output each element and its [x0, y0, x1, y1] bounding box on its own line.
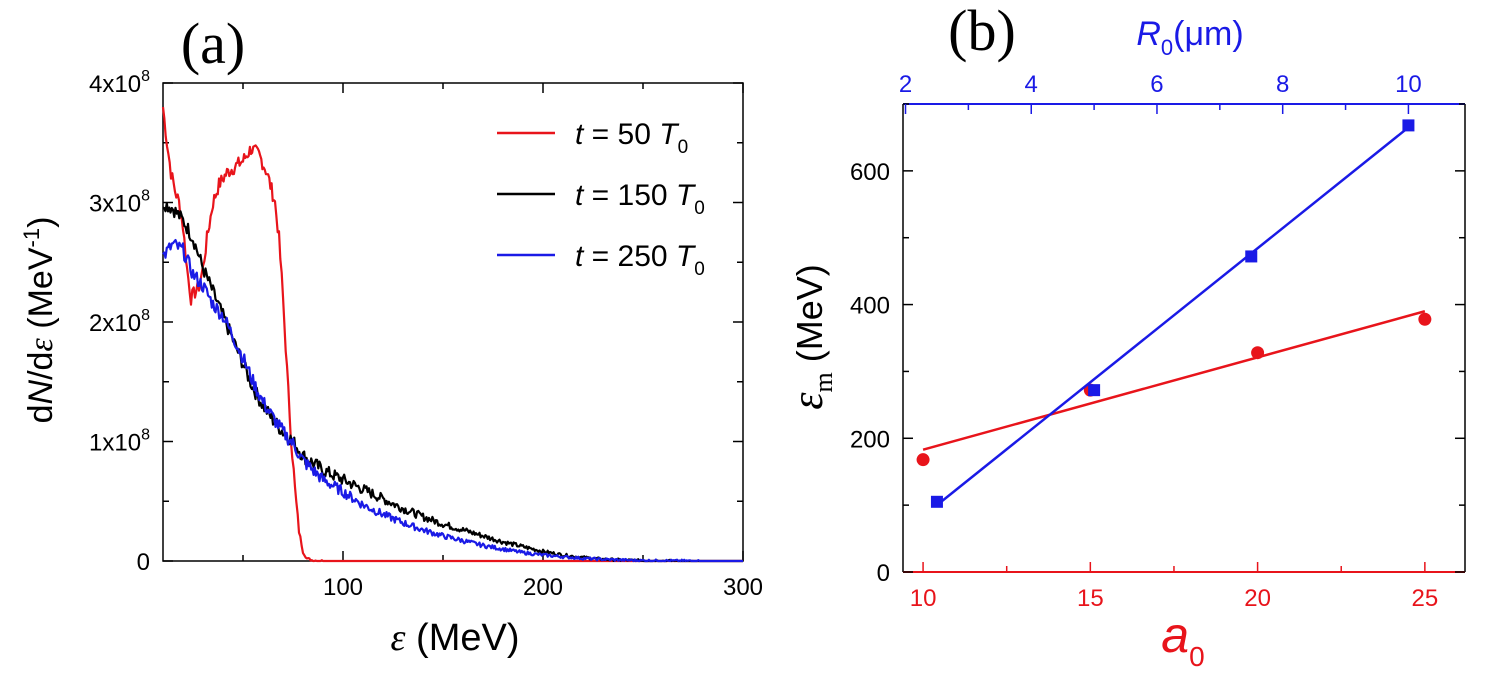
y-tick-label: 2x108: [89, 307, 150, 337]
panel-a-series: [161, 106, 743, 563]
top-tick-label: 4: [1025, 71, 1038, 98]
panel-a-frame: [162, 82, 744, 562]
x-tick-label: 200: [523, 574, 563, 601]
top-tick-label: 8: [1276, 71, 1289, 98]
data-point-circle: [1418, 312, 1432, 326]
panel-b-series: [916, 119, 1432, 508]
data-point-square: [930, 495, 943, 508]
panel-b: (b) 0 200 400 600 10 15 20 25 2 4 6 8 10 R0(μm) a0 ε…: [783, 0, 1466, 672]
y-tick-label: 600: [850, 159, 890, 186]
y-tick-label: 1x108: [89, 427, 150, 457]
panel-b-top-xlabel: R0(μm): [1136, 15, 1243, 60]
fit-line-1: [936, 126, 1410, 507]
panel-a: (a) 100 200 300 0 1x108 2x108 3x108 4x108 t = 5…: [19, 11, 763, 659]
top-tick-label: 10: [1395, 71, 1422, 98]
data-point-circle: [916, 453, 930, 467]
panel-a-xlabel: ε (MeV): [391, 617, 520, 659]
x-tick-label: 300: [723, 574, 763, 601]
y-tick-label: 4x108: [89, 68, 150, 98]
legend-entry: t = 150 T0: [575, 179, 705, 219]
bottom-tick-label: 20: [1244, 585, 1271, 612]
panel-b-bottom-xlabel: a0: [1161, 607, 1204, 672]
bottom-tick-label: 25: [1412, 585, 1439, 612]
panel-a-label: (a): [181, 11, 245, 76]
series-line-2: [162, 238, 743, 563]
xlabel-epsilon: ε: [391, 617, 406, 659]
top-tick-label: 6: [1150, 71, 1163, 98]
bottom-tick-label: 10: [910, 585, 937, 612]
legend-entry: t = 50 T0: [575, 118, 688, 158]
bottom-tick-label: 15: [1077, 585, 1104, 612]
series-line-0: [161, 106, 743, 563]
panel-b-ylabel: εm (MeV): [783, 264, 838, 410]
data-point-square: [1245, 250, 1258, 263]
xlabel-unit: (MeV): [405, 617, 519, 659]
fit-line-0: [922, 310, 1426, 451]
y-tick-label: 400: [850, 293, 890, 320]
panel-a-legend: t = 50 T0 t = 150 T0 t = 250 T0: [497, 118, 705, 280]
data-point-square: [1088, 384, 1101, 397]
top-tick-label: 2: [899, 71, 912, 98]
panel-b-label: (b): [948, 0, 1016, 63]
panel-b-axes: 0 200 400 600 10 15 20 25 2 4 6 8 10: [850, 71, 1466, 612]
y-tick-label: 200: [850, 426, 890, 453]
panel-a-ylabel: dN/dε (MeV-1): [19, 217, 60, 424]
y-tick-label: 0: [877, 560, 890, 587]
legend-entry: t = 250 T0: [575, 240, 705, 280]
x-tick-label: 100: [323, 574, 363, 601]
y-tick-label: 3x108: [89, 188, 150, 218]
data-point-circle: [1251, 346, 1265, 360]
data-point-square: [1402, 119, 1415, 132]
y-tick-label: 0: [137, 549, 150, 576]
